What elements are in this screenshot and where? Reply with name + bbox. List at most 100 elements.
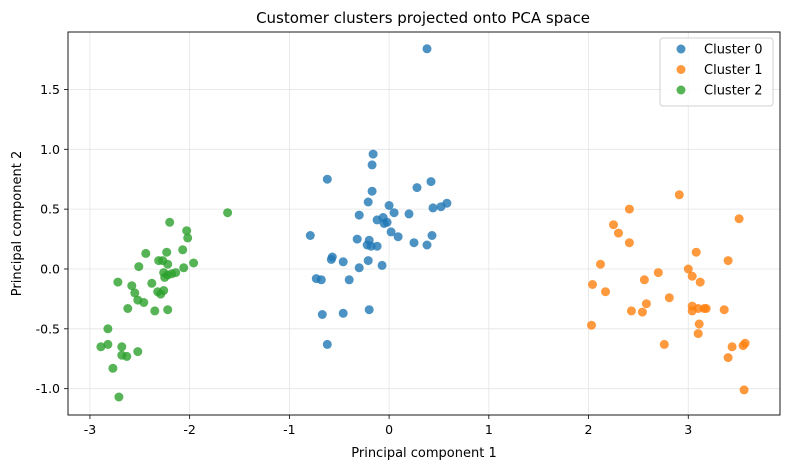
data-point bbox=[162, 247, 172, 257]
legend-label: Cluster 1 bbox=[704, 63, 763, 78]
data-point bbox=[386, 227, 396, 237]
data-point bbox=[384, 201, 394, 210]
legend-box bbox=[659, 37, 774, 107]
data-point bbox=[338, 308, 348, 318]
data-point bbox=[156, 289, 166, 299]
y-tick-label: -0.5 bbox=[36, 321, 60, 336]
data-point bbox=[96, 342, 106, 352]
data-point bbox=[734, 214, 744, 224]
data-point bbox=[609, 220, 618, 230]
data-point bbox=[436, 202, 446, 212]
data-point bbox=[637, 307, 647, 317]
legend-marker bbox=[676, 85, 686, 95]
x-tick-label: -1 bbox=[283, 422, 295, 437]
data-point bbox=[596, 259, 605, 269]
legend-marker bbox=[676, 44, 686, 54]
ticks-layer: -3 -2 -1 0 1 2 3 -1.0 -0.5 0.0 0.5 1.0 1.5 bbox=[36, 82, 693, 437]
data-point bbox=[163, 305, 173, 315]
data-point bbox=[113, 277, 123, 287]
data-point bbox=[377, 260, 387, 270]
data-point bbox=[687, 271, 697, 281]
data-point bbox=[389, 208, 399, 218]
x-tick-label: 2 bbox=[585, 422, 593, 437]
data-point bbox=[354, 210, 364, 220]
data-point bbox=[719, 305, 729, 315]
data-point bbox=[223, 208, 233, 218]
data-point bbox=[601, 287, 610, 297]
data-point bbox=[723, 353, 733, 363]
data-point bbox=[367, 186, 377, 196]
data-point bbox=[103, 339, 113, 349]
legend-marker bbox=[676, 65, 686, 74]
data-point bbox=[317, 310, 327, 319]
data-point bbox=[687, 306, 697, 316]
y-tick-label: -1.0 bbox=[36, 381, 60, 396]
data-point bbox=[150, 306, 160, 316]
data-point bbox=[338, 257, 348, 267]
data-point bbox=[122, 351, 132, 361]
data-point bbox=[614, 228, 623, 238]
data-point bbox=[691, 247, 701, 257]
data-point bbox=[367, 160, 377, 170]
data-point bbox=[179, 263, 189, 273]
data-point bbox=[368, 149, 378, 159]
x-tick-label: 0 bbox=[385, 422, 393, 437]
data-point bbox=[322, 174, 332, 184]
data-point bbox=[117, 342, 127, 352]
data-point bbox=[366, 241, 376, 251]
series-2 bbox=[96, 208, 233, 402]
data-point bbox=[639, 275, 649, 285]
data-point bbox=[114, 392, 124, 402]
legend-label: Cluster 0 bbox=[704, 43, 763, 58]
data-point bbox=[379, 219, 389, 228]
data-point bbox=[739, 385, 749, 395]
data-point bbox=[427, 231, 437, 240]
data-point bbox=[426, 177, 436, 187]
x-tick-label: 1 bbox=[485, 422, 493, 437]
x-tick-label: 3 bbox=[684, 422, 692, 437]
y-tick-label: 0.0 bbox=[40, 261, 60, 276]
data-point bbox=[182, 226, 192, 236]
data-point bbox=[147, 278, 157, 288]
data-point bbox=[641, 299, 651, 309]
data-point bbox=[588, 280, 597, 289]
data-point bbox=[738, 341, 748, 351]
data-point bbox=[316, 275, 326, 285]
data-point bbox=[428, 203, 438, 213]
data-point bbox=[659, 339, 669, 349]
data-point bbox=[363, 256, 373, 266]
data-point bbox=[305, 231, 315, 240]
x-axis-label: Principal component 1 bbox=[351, 446, 496, 461]
data-point bbox=[653, 268, 663, 278]
data-point bbox=[683, 264, 693, 274]
data-point bbox=[404, 209, 414, 219]
chart-title: Customer clusters projected onto PCA spa… bbox=[256, 9, 590, 27]
data-point bbox=[587, 320, 596, 330]
data-point bbox=[694, 319, 704, 329]
data-point bbox=[133, 347, 143, 357]
y-tick-label: 0.5 bbox=[40, 202, 60, 217]
data-point bbox=[674, 190, 684, 200]
data-point bbox=[695, 277, 705, 287]
legend-label: Cluster 2 bbox=[704, 84, 763, 99]
data-point bbox=[139, 298, 149, 307]
data-point bbox=[165, 217, 175, 227]
data-point bbox=[372, 215, 382, 225]
data-point bbox=[178, 245, 188, 255]
data-point bbox=[624, 204, 634, 214]
data-point bbox=[701, 304, 711, 313]
plot-frame bbox=[67, 31, 781, 416]
data-point bbox=[693, 329, 703, 339]
data-point bbox=[141, 248, 151, 258]
data-point bbox=[183, 233, 193, 243]
data-point bbox=[364, 305, 374, 315]
data-point bbox=[422, 44, 432, 54]
series-0 bbox=[305, 44, 452, 349]
data-point bbox=[326, 254, 336, 264]
data-point bbox=[189, 258, 199, 268]
data-point bbox=[160, 272, 170, 282]
data-point bbox=[363, 197, 373, 207]
data-point bbox=[727, 342, 737, 352]
y-tick-label: 1.0 bbox=[40, 142, 60, 157]
